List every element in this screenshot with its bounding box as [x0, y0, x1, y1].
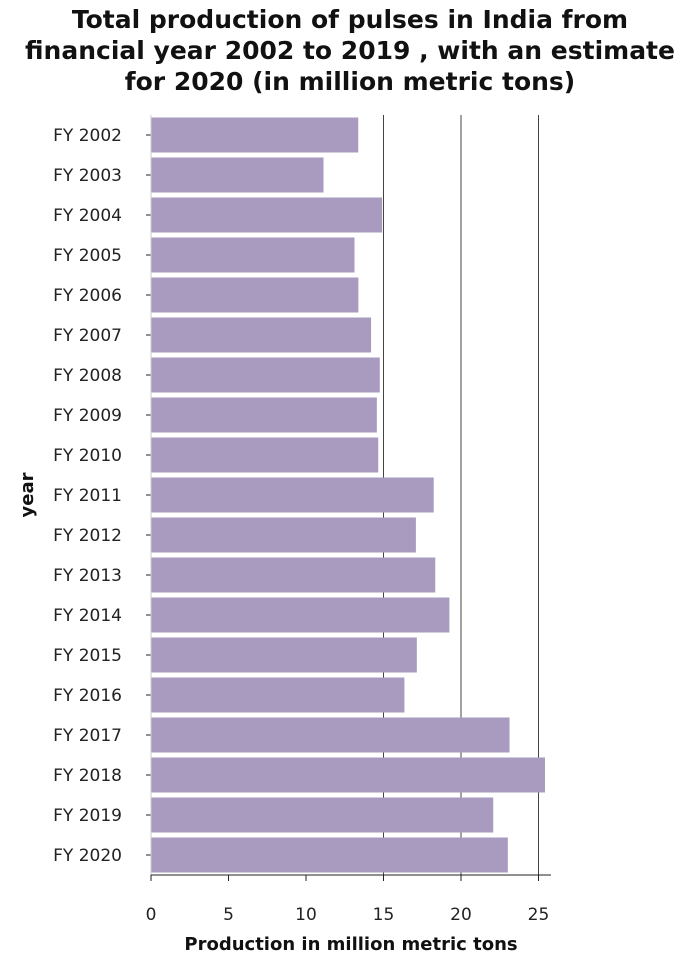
x-tick-label: 0 — [146, 905, 157, 925]
y-tick-label: FY 2004 — [53, 206, 122, 226]
bar — [151, 637, 417, 673]
bar — [151, 717, 510, 753]
bar — [151, 317, 372, 353]
bar — [151, 557, 436, 593]
bar — [151, 757, 546, 793]
bar — [151, 277, 359, 313]
x-axis-title: Production in million metric tons — [184, 934, 517, 955]
y-tick-label: FY 2008 — [53, 366, 122, 386]
bar — [151, 597, 450, 633]
bar — [151, 197, 383, 233]
y-tick-label: FY 2018 — [53, 766, 122, 786]
bar — [151, 117, 359, 153]
y-tick-label: FY 2015 — [53, 646, 122, 666]
y-tick-label: FY 2020 — [53, 846, 122, 866]
y-tick-label: FY 2009 — [53, 406, 122, 426]
x-tick-label: 5 — [223, 905, 234, 925]
x-tick-label: 10 — [295, 905, 317, 925]
y-axis-title: year — [17, 472, 38, 517]
y-tick-label: FY 2010 — [53, 446, 122, 466]
bar — [151, 837, 508, 873]
bar — [151, 437, 379, 473]
bar — [151, 677, 405, 713]
y-tick-label: FY 2019 — [53, 806, 122, 826]
y-axis: FY 2002 FY 2003 FY 2004 FY 2005 FY 2006 FY 20… — [53, 115, 152, 875]
y-tick-label: FY 2006 — [53, 286, 122, 306]
chart-title: Total production of pulses in India from… — [25, 5, 675, 96]
y-tick-label: FY 2011 — [53, 486, 122, 506]
y-tick-label: FY 2005 — [53, 246, 122, 266]
y-tick-label: FY 2013 — [53, 566, 122, 586]
bar — [151, 517, 416, 553]
bar — [151, 397, 377, 433]
bars — [151, 117, 546, 873]
y-tick-label: FY 2014 — [53, 606, 122, 626]
bar — [151, 797, 494, 833]
y-tick-label: FY 2017 — [53, 726, 122, 746]
y-tick-label: FY 2016 — [53, 686, 122, 706]
x-axis: 0 5 10 15 20 25 — [146, 874, 551, 925]
x-tick-label: 15 — [373, 905, 395, 925]
x-tick-label: 20 — [450, 905, 472, 925]
y-tick-label: FY 2012 — [53, 526, 122, 546]
x-tick-label: 25 — [528, 905, 550, 925]
y-tick-label: FY 2003 — [53, 166, 122, 186]
y-tick-label: FY 2002 — [53, 126, 122, 146]
bar — [151, 357, 380, 393]
bar — [151, 237, 355, 273]
bar — [151, 157, 324, 193]
bar — [151, 477, 434, 513]
y-tick-label: FY 2007 — [53, 326, 122, 346]
